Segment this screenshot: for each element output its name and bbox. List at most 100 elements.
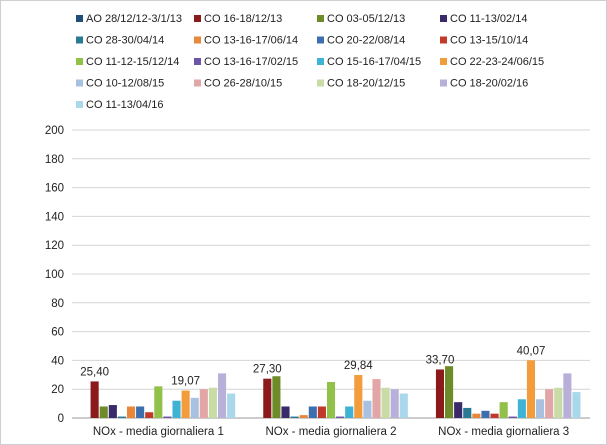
legend-swatch-co-13-16-17-02-15	[194, 58, 201, 65]
legend-swatch-co-10-12-08-15	[76, 79, 83, 87]
legend-label-co-11-12-15-12-14: CO 11-12-15/12/14	[86, 56, 179, 68]
bar-co-13-15-10-14-cat-1	[145, 412, 154, 418]
data-label-s1-c1: 25,40	[80, 366, 109, 378]
bar-co-10-12-08-15-cat-1	[190, 397, 199, 418]
legend-swatch-co-11-13-04-16	[76, 101, 83, 108]
bar-co-13-16-17-06-14-cat-1	[126, 406, 136, 418]
bar-co-28-30-04-14-cat-3	[463, 407, 472, 418]
legend-label-co-15-16-17-04-15: CO 15-16-17/04/15	[327, 56, 421, 68]
bar-co-10-12-08-15-cat-2	[363, 400, 372, 418]
y-tick-label-140: 140	[45, 211, 64, 223]
bar-co-28-30-04-14-cat-2	[290, 416, 299, 418]
bar-co-18-20-12-15-cat-1	[208, 387, 217, 418]
x-axis: NOx - media giornaliera 1 NOx - media gio…	[93, 426, 569, 438]
legend-label-co-26-28-10-15: CO 26-28/10/15	[204, 78, 282, 90]
y-axis: 0 20 40 60 80 100 120 140 160 180 200	[45, 125, 64, 425]
bar-co-22-23-24-06-15-cat-1	[181, 390, 190, 418]
data-label-s11-c2: 29,84	[344, 360, 373, 372]
bar-co-13-16-17-06-14-cat-2	[299, 415, 308, 418]
bar-co-20-22-08-14-cat-3	[481, 410, 490, 418]
bar-co-13-15-10-14-cat-2	[317, 406, 326, 418]
y-tick-label-60: 60	[51, 327, 64, 339]
y-tick-label-200: 200	[45, 125, 64, 137]
y-tick-label-100: 100	[45, 269, 64, 281]
bar-co-26-28-10-15-cat-2	[372, 379, 381, 418]
bar-co-11-13-04-16-cat-3	[572, 392, 581, 418]
legend-swatch-co-11-13-02-14	[440, 15, 447, 22]
y-tick-label-0: 0	[58, 413, 64, 425]
legend-swatch-co-15-16-17-04-15	[317, 58, 324, 65]
y-tick-label-80: 80	[51, 298, 64, 310]
category-label-1: NOx - media giornaliera 1	[93, 426, 224, 438]
legend: AO 28/12/12-3/1/13 CO 16-18/12/13 CO 03-05…	[76, 13, 544, 111]
bar-co-16-18-12-13-cat-2	[263, 378, 272, 418]
bar-co-03-05-12-13-cat-3	[445, 366, 454, 418]
bar-co-11-12-15-12-14-cat-3	[499, 402, 508, 418]
bars	[90, 360, 581, 418]
bar-co-28-30-04-14-cat-1	[117, 416, 126, 418]
y-tick-label-160: 160	[45, 183, 64, 195]
bar-co-20-22-08-14-cat-2	[308, 406, 317, 418]
legend-label-co-18-20-12-15: CO 18-20/12/15	[327, 78, 405, 90]
bar-co-03-05-12-13-cat-1	[99, 406, 108, 418]
bar-co-13-15-10-14-cat-3	[490, 413, 499, 418]
bar-co-20-22-08-14-cat-1	[136, 406, 145, 418]
y-tick-label-20: 20	[51, 384, 64, 396]
bar-co-26-28-10-15-cat-1	[199, 389, 208, 418]
legend-swatch-co-26-28-10-15	[194, 79, 201, 87]
data-label-s11-c3: 40,07	[517, 345, 546, 357]
bar-co-11-13-02-14-cat-1	[108, 405, 117, 418]
bar-co-13-16-17-02-15-cat-1	[163, 416, 172, 418]
bar-co-15-16-17-04-15-cat-1	[172, 400, 181, 418]
data-labels: 25,40 19,07 27,30 29,84 33,70 40,07	[80, 345, 545, 387]
legend-label-co-16-18-12-13: CO 16-18/12/13	[204, 13, 282, 25]
bar-co-18-20-02-16-cat-2	[390, 389, 399, 418]
legend-swatch-co-13-15-10-14	[440, 36, 447, 44]
legend-label-co-11-13-02-14: CO 11-13/02/14	[450, 13, 527, 25]
bar-co-16-18-12-13-cat-1	[90, 381, 99, 418]
bar-co-13-16-17-02-15-cat-2	[336, 416, 345, 418]
bar-co-18-20-02-16-cat-3	[563, 373, 572, 418]
bar-co-11-13-02-14-cat-2	[281, 406, 290, 418]
bar-co-11-13-04-16-cat-2	[399, 393, 408, 418]
bar-co-26-28-10-15-cat-3	[545, 389, 554, 418]
legend-label-co-11-13-04-16: CO 11-13/04/16	[86, 99, 163, 111]
category-label-2: NOx - media giornaliera 2	[265, 426, 396, 438]
y-tick-label-180: 180	[45, 154, 64, 166]
category-label-3: NOx - media giornaliera 3	[438, 426, 569, 438]
legend-swatch-co-03-05-12-13	[317, 15, 324, 22]
bar-co-13-16-17-06-14-cat-3	[472, 413, 481, 418]
data-label-s11-c1: 19,07	[171, 376, 200, 388]
legend-swatch-co-18-20-12-15	[317, 79, 324, 87]
legend-swatch-co-16-18-12-13	[194, 15, 201, 22]
legend-swatch-co-22-23-24-06-15	[440, 58, 447, 65]
legend-label-co-03-05-12-13: CO 03-05/12/13	[327, 13, 405, 25]
bar-co-11-13-02-14-cat-3	[454, 402, 463, 418]
legend-label-co-20-22-08-14: CO 20-22/08/14	[327, 35, 405, 47]
legend-swatch-co-28-30-04-14	[76, 36, 83, 44]
bar-co-18-20-12-15-cat-2	[381, 387, 390, 418]
bar-co-22-23-24-06-15-cat-2	[354, 375, 363, 418]
y-tick-label-120: 120	[45, 240, 64, 252]
bar-co-10-12-08-15-cat-3	[536, 399, 545, 418]
legend-label-co-13-16-17-06-14: CO 13-16-17/06/14	[204, 35, 298, 47]
legend-label-co-18-20-02-16: CO 18-20/02/16	[450, 78, 528, 90]
legend-swatch-co-18-20-02-16	[440, 79, 447, 87]
bar-co-15-16-17-04-15-cat-3	[517, 399, 526, 418]
legend-label-co-28-30-04-14: CO 28-30/04/14	[86, 35, 164, 47]
legend-swatch-co-11-12-15-12-14	[76, 58, 83, 65]
legend-swatch-co-20-22-08-14	[317, 36, 324, 44]
legend-swatch-co-13-16-17-06-14	[194, 36, 201, 44]
bar-co-11-13-04-16-cat-1	[227, 393, 236, 418]
bar-co-15-16-17-04-15-cat-2	[345, 406, 354, 418]
bar-co-18-20-12-15-cat-3	[554, 387, 563, 418]
legend-label-ao-28-12-12-3-1-13: AO 28/12/12-3/1/13	[86, 13, 182, 25]
bar-co-13-16-17-02-15-cat-3	[508, 416, 517, 418]
data-label-s1-c2: 27,30	[253, 364, 282, 376]
legend-label-co-13-16-17-02-15: CO 13-16-17/02/15	[204, 56, 298, 68]
bar-co-16-18-12-13-cat-3	[435, 369, 445, 418]
legend-label-co-13-15-10-14: CO 13-15/10/14	[450, 35, 528, 47]
